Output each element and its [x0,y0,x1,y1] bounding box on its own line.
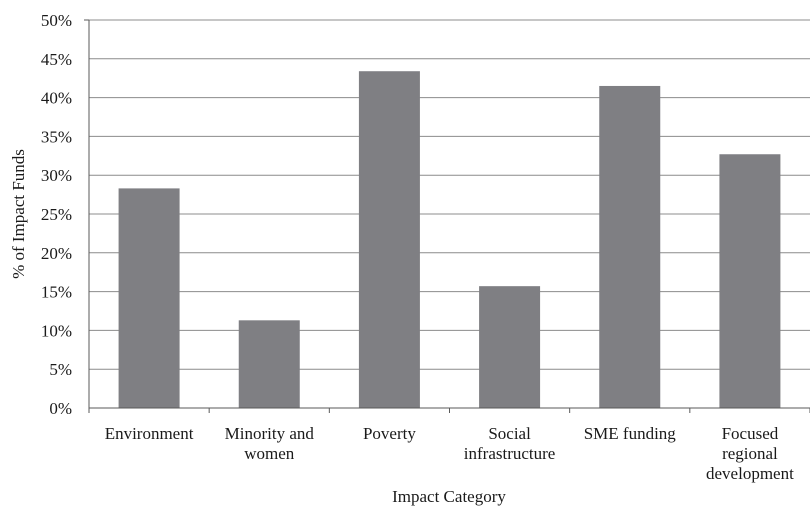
x-category-label: Focused regional development [706,424,794,483]
bars [118,71,781,409]
y-axis-tick-labels: 0% 5% 10% 15% 20% 25% 30% 35% 40% 45% 50% [41,11,72,418]
bar [719,154,781,408]
x-axis-title: Impact Category [392,487,506,506]
x-category-label: Minority and women [225,424,315,463]
y-tick-label: 10% [41,321,72,340]
y-tick-label: 50% [41,11,72,30]
bar [238,320,300,408]
bar [599,85,661,409]
y-tick-label: 35% [41,127,72,146]
x-axis-category-labels: Environment Minority and women Poverty Socia… [105,424,794,483]
y-axis-title: % of Impact Funds [9,149,28,279]
x-category-label: Social infrastructure [464,424,556,463]
axes [84,19,810,413]
x-category-label: Poverty [363,424,416,443]
y-tick-label: 40% [41,89,72,108]
bar [479,286,541,408]
y-tick-label: 5% [49,360,72,379]
x-category-label: Environment [105,424,194,443]
y-tick-label: 20% [41,244,72,263]
y-tick-label: 30% [41,166,72,185]
bar [358,71,420,408]
y-tick-label: 45% [41,50,72,69]
y-tick-label: 15% [41,283,72,302]
y-tick-label: 25% [41,205,72,224]
gridlines [89,19,810,370]
y-tick-label: 0% [49,399,72,418]
bar [118,188,180,408]
x-category-label: SME funding [584,424,677,443]
